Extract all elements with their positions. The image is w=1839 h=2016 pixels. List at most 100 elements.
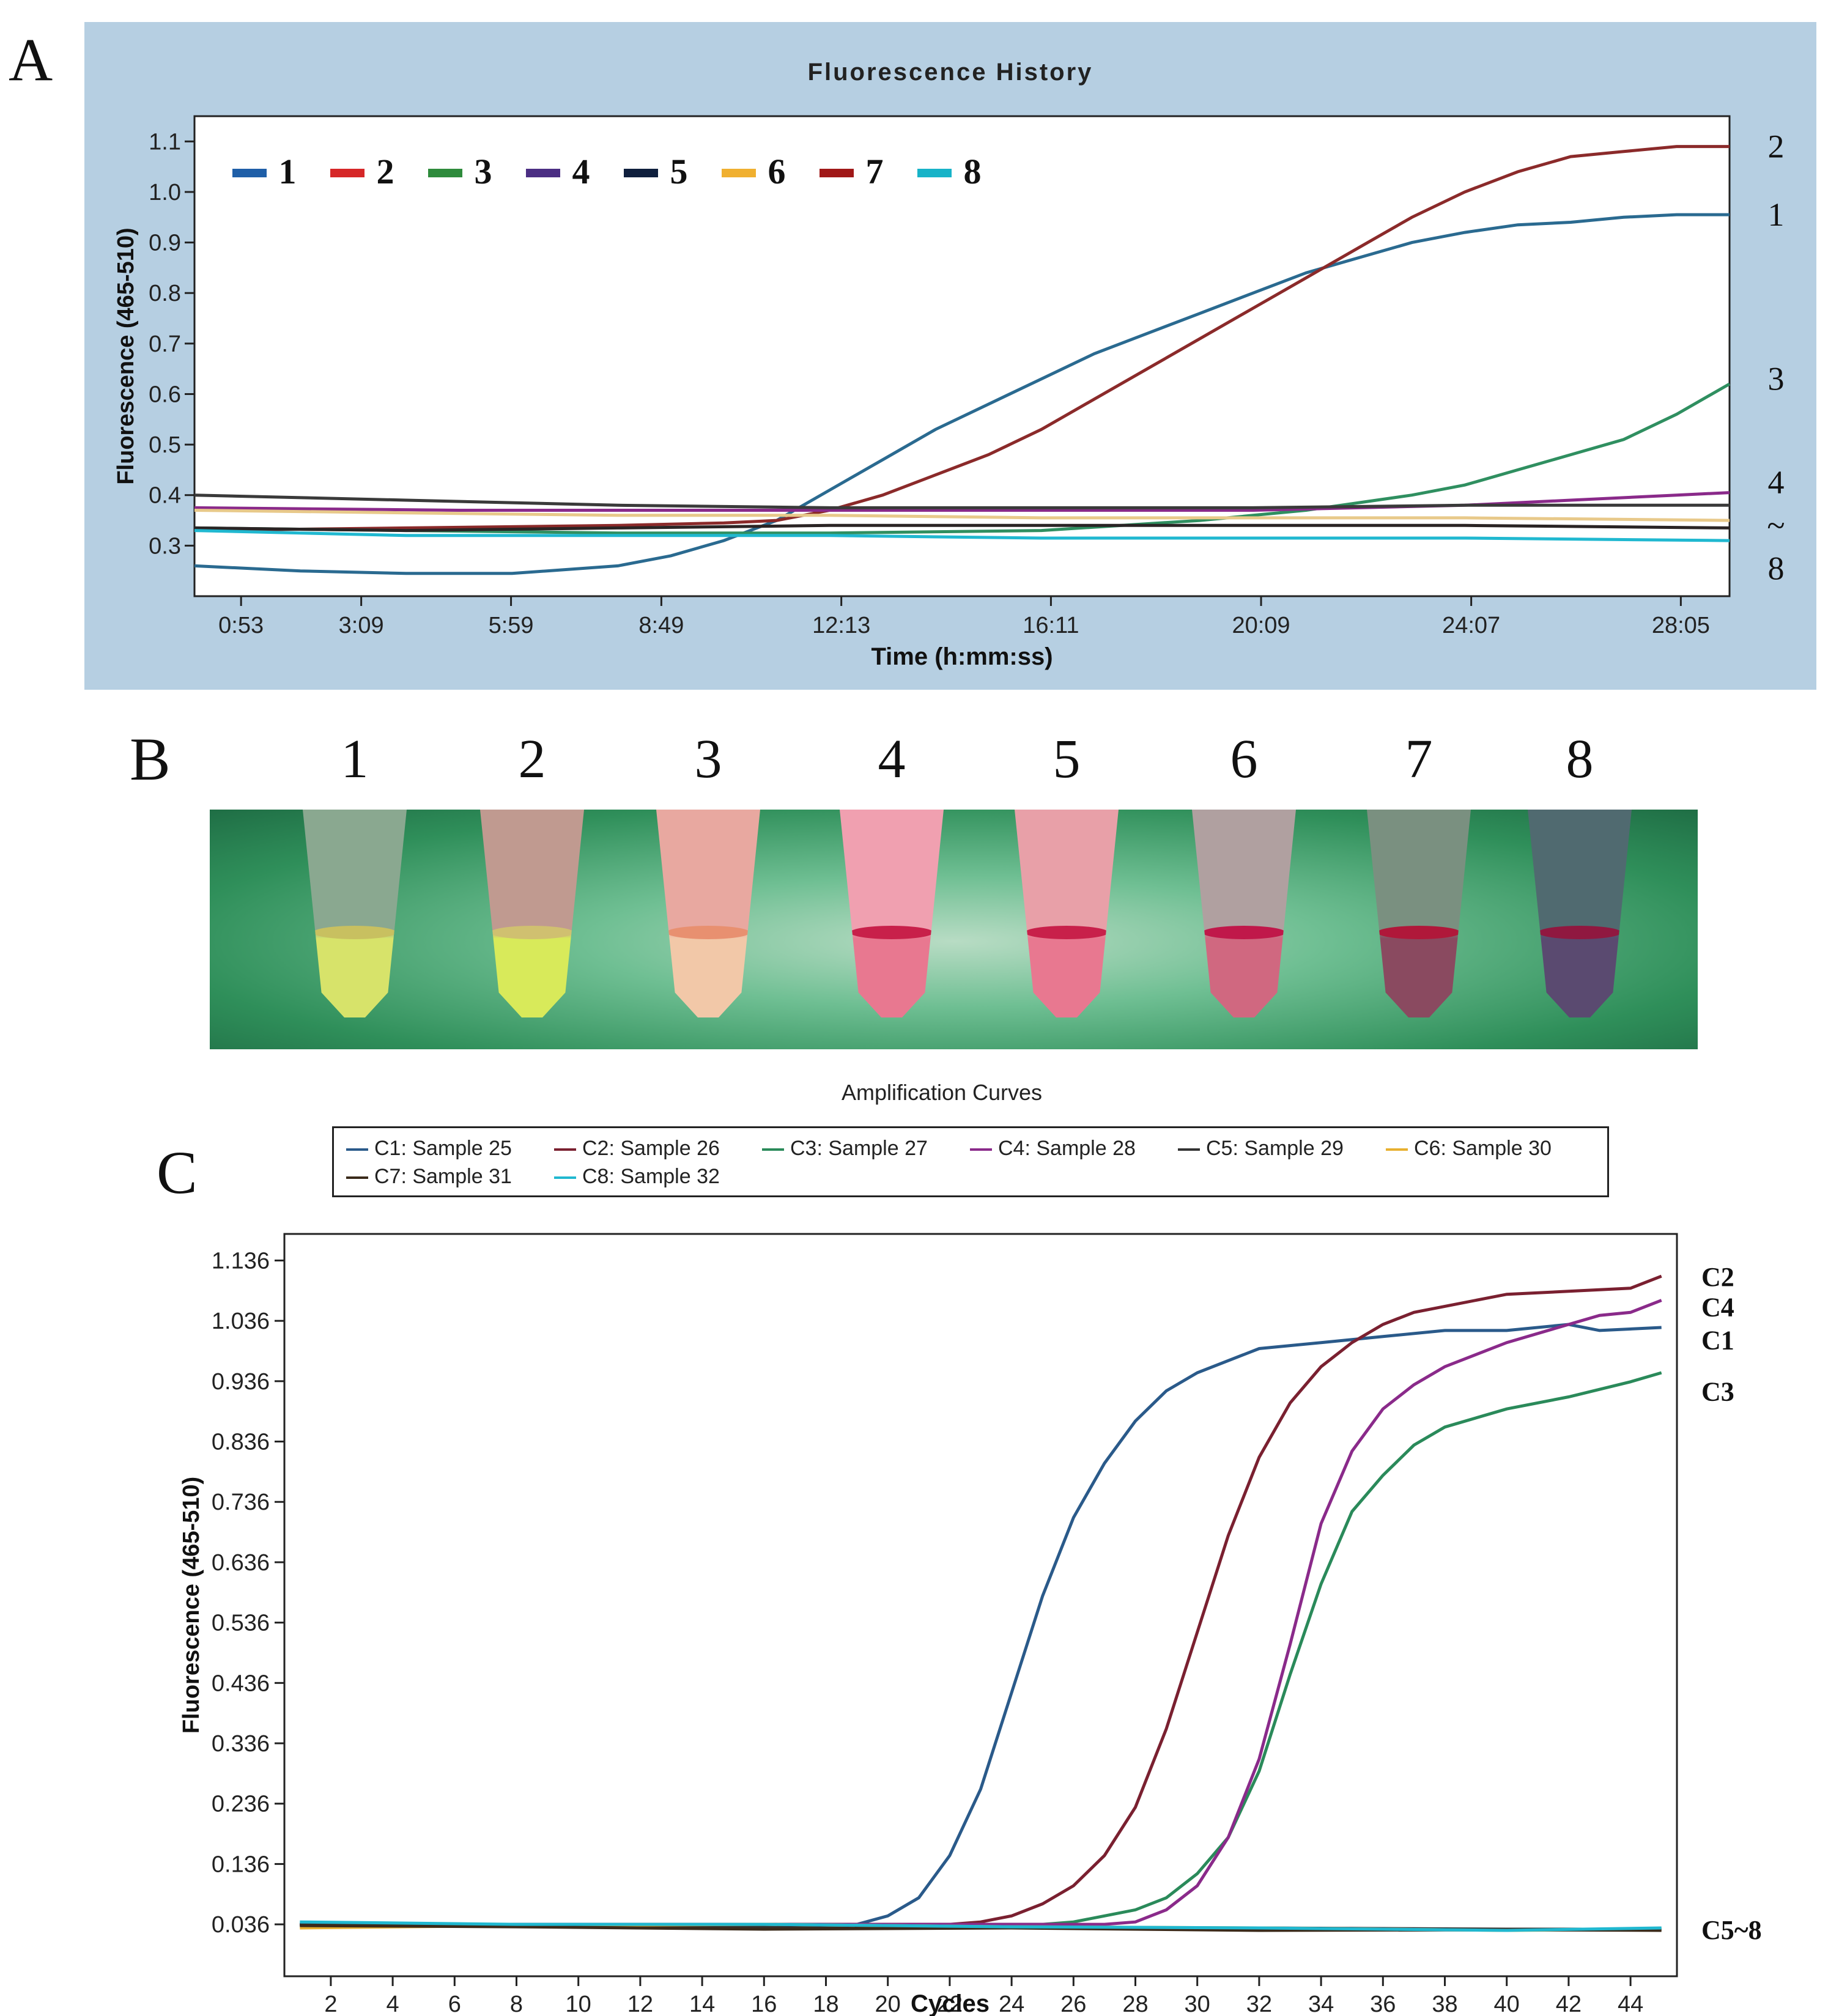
end-label-a: 1 <box>1768 196 1785 233</box>
legend-entry-c: C8: Sample 32 <box>554 1165 720 1189</box>
legend-label-c: C4: Sample 28 <box>998 1137 1136 1160</box>
x-tick-label-c: 32 <box>1246 1992 1272 2016</box>
x-tick-label-a: 28:05 <box>1652 613 1710 638</box>
y-tick-label-c: 0.236 <box>212 1792 270 1817</box>
legend-label-a: 2 <box>377 152 394 191</box>
chart-a-title: Fluorescence History <box>807 59 1093 86</box>
legend-label-c: C8: Sample 32 <box>582 1165 720 1188</box>
y-tick-label-c: 0.936 <box>212 1369 270 1395</box>
tube-meniscus <box>1202 926 1286 939</box>
y-tick-label-c: 0.036 <box>212 1912 270 1938</box>
series-a-2 <box>194 145 1730 533</box>
y-tick-label-c: 1.136 <box>212 1248 270 1274</box>
x-tick-label-c: 34 <box>1308 1992 1334 2016</box>
y-tick-label-a: 1.1 <box>149 129 181 155</box>
reaction-tube <box>1367 810 1471 1017</box>
x-tick-label-c: 14 <box>689 1992 715 2016</box>
legend-swatch-c <box>554 1148 576 1151</box>
legend-swatch-a <box>428 169 462 177</box>
series-c-C7: Sample 31 <box>300 1924 1662 1932</box>
series-a-6 <box>194 509 1730 522</box>
legend-swatch-a <box>232 169 267 177</box>
end-label-c: C3 <box>1701 1377 1734 1407</box>
y-tick-label-a: 0.9 <box>149 231 181 256</box>
x-tick-label-c: 40 <box>1494 1992 1520 2016</box>
end-label-a: ~ <box>1767 507 1785 544</box>
reaction-tube <box>303 810 407 1017</box>
legend-entry-c: C4: Sample 28 <box>970 1137 1136 1161</box>
y-tick-label-c: 0.436 <box>212 1671 270 1696</box>
x-tick-label-c: 38 <box>1432 1992 1457 2016</box>
plot-area-c <box>283 1233 1678 1977</box>
x-tick-label-c: 12 <box>627 1992 653 2016</box>
legend-label-a: 6 <box>768 152 786 191</box>
legend-swatch-c <box>554 1176 576 1180</box>
legend-label-c: C7: Sample 31 <box>374 1165 512 1188</box>
x-tick-label-a: 5:59 <box>489 613 534 638</box>
x-tick-label-c: 22 <box>937 1992 963 2016</box>
series-c-C4: Sample 28 <box>300 1299 1662 1926</box>
y-tick-label-c: 0.536 <box>212 1611 270 1636</box>
fluorescence-history-chart: 0.3 0.4 0.5 0.6 0.7 0.8 0.9 1.0 1.1 0:53 3:09 5:59 8… <box>113 115 1785 670</box>
end-label-c: C4 <box>1701 1292 1734 1322</box>
y-tick-label-a: 0.7 <box>149 331 181 357</box>
series-a-8 <box>194 529 1730 542</box>
x-tick-label-c: 6 <box>448 1992 461 2016</box>
series-c-C5: Sample 29 <box>300 1922 1662 1931</box>
x-tick-label-c: 16 <box>751 1992 777 2016</box>
y-tick-label-c: 0.336 <box>212 1731 270 1757</box>
legend-label-c: C1: Sample 25 <box>374 1137 512 1160</box>
legend-label-c: C5: Sample 29 <box>1206 1137 1344 1160</box>
legend-entry-c: C5: Sample 29 <box>1178 1137 1344 1161</box>
series-c-C2: Sample 26 <box>300 1274 1662 1926</box>
y-tick-label-a: 0.8 <box>149 281 181 306</box>
y-tick-label-a: 0.3 <box>149 533 181 559</box>
tube-photo-strip <box>210 810 1698 1049</box>
x-tick-label-c: 8 <box>510 1992 523 2016</box>
x-tick-label-a: 8:49 <box>638 613 684 638</box>
x-tick-label-c: 44 <box>1618 1992 1643 2016</box>
series-c-C3: Sample 27 <box>300 1371 1662 1926</box>
x-tick-label-c: 36 <box>1370 1992 1396 2016</box>
x-tick-label-c: 18 <box>813 1992 838 2016</box>
amplification-legend: C1: Sample 25 C2: Sample 26 C3: Sample 27 C… <box>332 1126 1609 1197</box>
legend-label-a: 5 <box>670 152 688 191</box>
panel-label-a: A <box>9 26 53 94</box>
x-tick-label-a: 0:53 <box>218 613 264 638</box>
end-label-c: C1 <box>1701 1326 1734 1356</box>
legend-entry-c: C3: Sample 27 <box>762 1137 928 1161</box>
x-tick-label-c: 20 <box>875 1992 901 2016</box>
end-label-a: 4 <box>1768 464 1785 501</box>
y-tick-label-a: 0.6 <box>149 382 181 407</box>
y-axis-label-a: Fluorescence (465-510) <box>113 227 139 484</box>
panel-label-b: B <box>130 725 171 793</box>
tube-number: 2 <box>518 729 546 789</box>
x-tick-label-c: 4 <box>387 1992 399 2016</box>
legend-label-a: 7 <box>866 152 884 191</box>
y-tick-label-c: 0.136 <box>212 1852 270 1877</box>
tube-number: 6 <box>1230 729 1258 789</box>
legend-entry-c: C2: Sample 26 <box>554 1137 720 1161</box>
y-tick-label-c: 0.636 <box>212 1550 270 1576</box>
tube-meniscus <box>1377 926 1460 939</box>
legend-swatch-c <box>346 1176 368 1180</box>
legend-swatch-a <box>330 169 364 177</box>
x-tick-label-c: 30 <box>1185 1992 1210 2016</box>
legend-label-a: 4 <box>572 152 590 191</box>
series-c-C6: Sample 30 <box>300 1922 1662 1932</box>
tube-meniscus <box>313 926 396 939</box>
y-tick-label-c: 0.736 <box>212 1490 270 1515</box>
tube-number: 5 <box>1053 729 1081 789</box>
reaction-tube <box>1192 810 1296 1017</box>
tube-meniscus <box>1025 926 1108 939</box>
tube-meniscus <box>850 926 933 939</box>
x-tick-label-a: 16:11 <box>1023 613 1079 638</box>
legend-label-a: 8 <box>964 152 982 191</box>
legend-swatch-a <box>722 169 756 177</box>
reaction-tube <box>840 810 944 1017</box>
legend-label-c: C3: Sample 27 <box>790 1137 928 1160</box>
tube-meniscus <box>1538 926 1621 939</box>
x-axis-label-c: Cycles <box>911 1990 990 2016</box>
reaction-tube <box>1015 810 1119 1017</box>
legend-swatch-c <box>1178 1148 1200 1151</box>
